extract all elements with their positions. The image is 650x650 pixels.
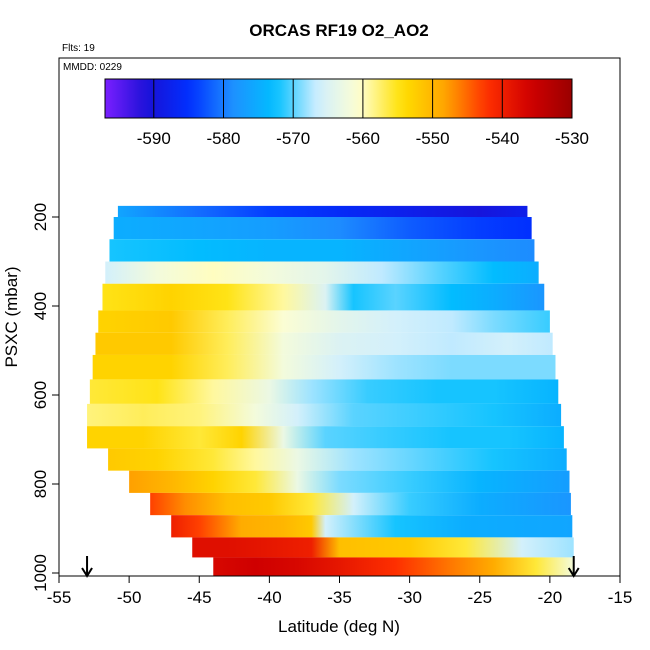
heatmap-band bbox=[192, 537, 574, 558]
heatmap-bands bbox=[87, 205, 574, 576]
heatmap-band bbox=[98, 310, 550, 333]
x-tick-label: -35 bbox=[327, 588, 352, 607]
x-tick-label: -25 bbox=[467, 588, 492, 607]
chart-title: ORCAS RF19 O2_AO2 bbox=[249, 21, 429, 40]
colorbar-tick-label: -570 bbox=[276, 129, 310, 148]
heatmap-band bbox=[105, 261, 539, 284]
colorbar-tick-label: -550 bbox=[416, 129, 450, 148]
heatmap-band bbox=[171, 515, 573, 538]
heatmap-band bbox=[108, 448, 567, 471]
heatmap-band bbox=[92, 354, 556, 380]
heatmap-band bbox=[109, 239, 535, 262]
heatmap-band bbox=[87, 403, 562, 427]
date-label: MMDD: 0229 bbox=[63, 62, 122, 73]
y-axis: 200 400 600 800 1000 bbox=[31, 203, 59, 592]
x-tick-label: -15 bbox=[608, 588, 633, 607]
x-tick-label: -55 bbox=[47, 588, 72, 607]
y-tick-label: 200 bbox=[31, 203, 50, 231]
y-tick-label: 400 bbox=[31, 292, 50, 320]
heatmap-band bbox=[89, 379, 559, 404]
colorbar-tick-label: -540 bbox=[485, 129, 519, 148]
x-tick-label: -45 bbox=[187, 588, 212, 607]
x-tick-label: -50 bbox=[117, 588, 142, 607]
y-tick-label: 600 bbox=[31, 381, 50, 409]
colorbar-tick-label: -580 bbox=[206, 129, 240, 148]
y-tick-label: 800 bbox=[31, 470, 50, 498]
x-axis: -55 -50 -45 -40 -35 -30 -25 -20 -15 bbox=[47, 575, 633, 607]
heatmap-band bbox=[213, 557, 574, 576]
colorbar-gradient bbox=[104, 78, 573, 119]
y-axis-label: PSXC (mbar) bbox=[2, 266, 21, 367]
heatmap-band bbox=[102, 283, 545, 311]
x-tick-label: -40 bbox=[257, 588, 282, 607]
x-tick-label: -30 bbox=[397, 588, 422, 607]
y-tick-label: 1000 bbox=[31, 554, 50, 592]
x-tick-label: -20 bbox=[538, 588, 563, 607]
colorbar-tick-label: -590 bbox=[137, 129, 171, 148]
colorbar-tick-label: -530 bbox=[555, 129, 589, 148]
flights-label: Flts: 19 bbox=[62, 43, 95, 54]
x-axis-label: Latitude (deg N) bbox=[278, 617, 400, 636]
colorbar: -590 -580 -570 -560 -550 -540 -530 bbox=[104, 78, 589, 148]
heatmap-band bbox=[117, 205, 528, 217]
heatmap-band bbox=[113, 217, 532, 240]
heatmap-band bbox=[95, 332, 553, 355]
colorbar-tick-label: -560 bbox=[346, 129, 380, 148]
heatmap-band bbox=[129, 470, 570, 493]
heatmap-band bbox=[150, 492, 571, 516]
edge-arrow-head bbox=[567, 567, 580, 578]
edge-arrow-head bbox=[81, 567, 93, 578]
heatmap-band bbox=[87, 426, 564, 449]
edge-arrows bbox=[81, 556, 580, 578]
